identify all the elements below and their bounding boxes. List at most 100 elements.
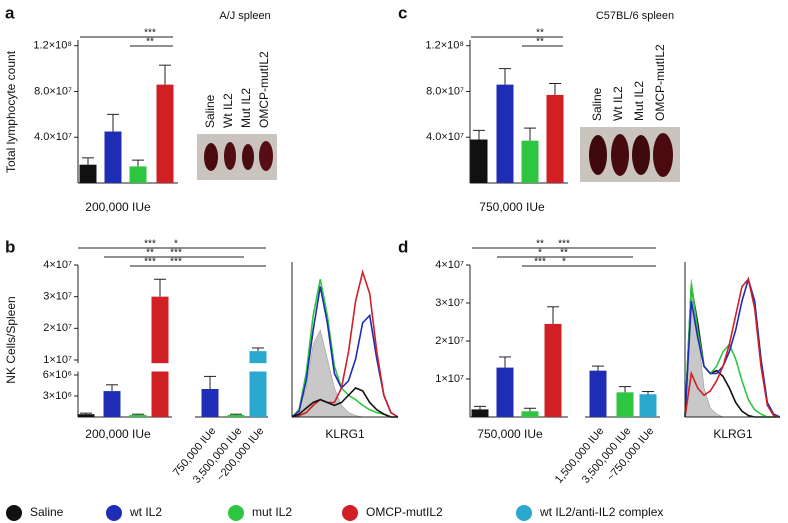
chart-title: A/J spleen <box>219 10 270 22</box>
legend-label: mut IL2 <box>252 505 292 519</box>
bar <box>639 394 657 417</box>
bar <box>79 164 97 183</box>
significance-label: * <box>538 248 542 259</box>
error-bar <box>159 64 171 85</box>
legend-marker <box>6 505 22 521</box>
error-bar <box>642 391 654 395</box>
error-bar <box>252 347 264 352</box>
legend-label: Saline <box>30 505 64 519</box>
photo-label: Wt IL2 <box>221 93 235 128</box>
panel-label: c <box>398 3 407 22</box>
legend-label: wt IL2 <box>129 505 162 519</box>
error-bar <box>619 386 631 393</box>
error-bar <box>82 157 94 165</box>
bar <box>496 367 514 417</box>
y-tick-label: 3×10⁷ <box>43 291 72 303</box>
legend-label: wt IL2/anti-IL2 complex <box>539 505 663 519</box>
y-tick-label: 8.0×10⁷ <box>426 85 464 97</box>
bar <box>129 414 147 417</box>
y-tick-label: 4.0×10⁷ <box>426 131 464 143</box>
legend-marker <box>106 505 122 521</box>
photo-label: Mut IL2 <box>239 88 253 128</box>
y-tick-label: 2×10⁷ <box>435 335 464 347</box>
bar <box>227 414 245 417</box>
photo-label: Wt IL2 <box>611 86 625 121</box>
panel-label: a <box>5 3 15 22</box>
error-bar <box>132 413 144 415</box>
error-bar <box>474 405 486 410</box>
line <box>684 276 781 418</box>
line <box>291 387 398 418</box>
bar <box>77 414 95 417</box>
line <box>291 279 398 418</box>
y-tick-label: 1×10⁷ <box>43 354 72 366</box>
bar <box>104 131 122 183</box>
y-tick-label: 1.2×10⁸ <box>425 40 464 52</box>
x-axis-label: 750,000 IUe <box>479 200 545 214</box>
error-bar <box>473 129 485 140</box>
bar <box>156 84 174 183</box>
y-tick-label: 6×10⁶ <box>43 369 72 381</box>
significance-label: *** <box>170 257 182 268</box>
significance-label: ** <box>146 248 154 259</box>
significance-label: *** <box>558 239 570 250</box>
bar <box>470 139 488 183</box>
photo-label: Mut IL2 <box>632 81 646 121</box>
photo-label: Saline <box>590 87 604 121</box>
significance-label: *** <box>144 28 156 39</box>
bar <box>544 323 562 417</box>
photo-label: OMCP-mutIL2 <box>257 51 271 128</box>
bar <box>201 389 219 417</box>
y-axis-label: Total lymphocyte count <box>4 50 18 173</box>
bar <box>103 391 121 417</box>
error-bar <box>549 82 561 95</box>
error-bar <box>499 68 511 85</box>
error-bar <box>230 413 242 415</box>
legend-marker <box>516 505 532 521</box>
y-tick-label: 8.0×10⁷ <box>34 85 72 97</box>
significance-label: * <box>174 239 178 250</box>
significance-label: ** <box>536 28 544 39</box>
y-axis-label: NK Cells/Spleen <box>4 296 18 383</box>
error-bar <box>80 412 92 415</box>
error-bar <box>592 365 604 371</box>
legend-label: OMCP-mutIL2 <box>366 505 443 519</box>
error-bar <box>106 384 118 392</box>
significance-label: * <box>562 257 566 268</box>
y-tick-label: 4×10⁷ <box>43 259 72 271</box>
y-tick-label: 2×10⁷ <box>43 322 72 334</box>
significance-label: *** <box>144 239 156 250</box>
photo-label: Saline <box>203 94 217 128</box>
bar <box>129 166 147 183</box>
photo-label: OMCP-mutIL2 <box>653 44 667 121</box>
significance-label: *** <box>144 257 156 268</box>
y-tick-label: 1.2×10⁸ <box>33 40 72 52</box>
y-tick-label: 4.0×10⁷ <box>34 131 72 143</box>
significance-label: *** <box>534 257 546 268</box>
x-axis-label: KLRG1 <box>713 427 753 441</box>
bar <box>249 351 267 364</box>
y-tick-label: 4×10⁷ <box>435 259 464 271</box>
bar <box>616 392 634 417</box>
error-bar <box>499 356 511 368</box>
y-tick-label: 3×10⁶ <box>43 390 72 402</box>
significance-label: *** <box>170 248 182 259</box>
significance-label: ** <box>536 239 544 250</box>
x-axis-label: KLRG1 <box>325 427 365 441</box>
x-axis-label: 750,000 IUe <box>477 427 543 441</box>
bar <box>151 371 169 417</box>
bar <box>151 296 169 364</box>
bar <box>249 371 267 417</box>
line <box>291 269 399 418</box>
bar <box>589 370 607 417</box>
significance-label: ** <box>146 37 154 48</box>
x-axis-label: 200,000 IUe <box>85 427 151 441</box>
significance-label: ** <box>560 248 568 259</box>
error-bar <box>204 375 216 389</box>
spleen-photo <box>580 127 680 182</box>
panel-label: b <box>5 237 15 256</box>
line <box>684 277 781 418</box>
error-bar <box>547 306 559 324</box>
error-bar <box>132 159 144 167</box>
